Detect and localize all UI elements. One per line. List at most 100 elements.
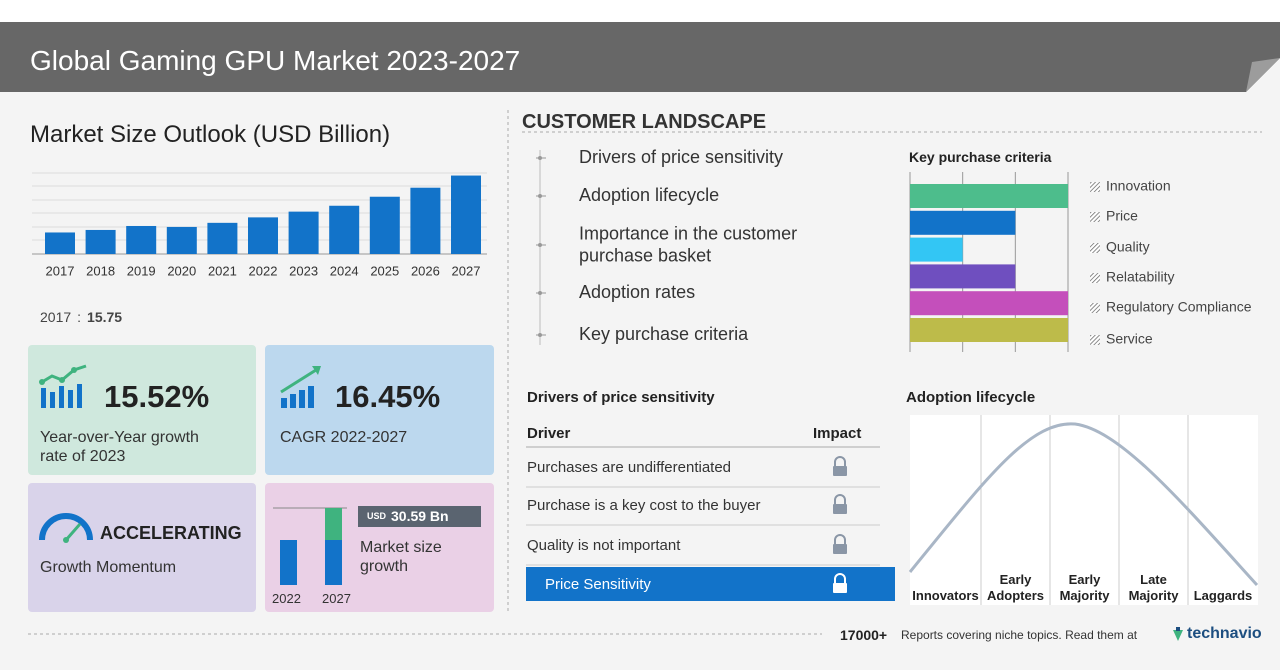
footer-text: Reports covering niche topics. Read them… [901, 628, 1138, 642]
bar [910, 237, 963, 262]
x-tick-label: 2026 [411, 263, 440, 278]
legend-swatch [1090, 303, 1100, 313]
kpi-value: 16.45% [335, 379, 441, 414]
section-title: Adoption lifecycle [906, 389, 1036, 406]
bar [45, 232, 75, 254]
card [265, 345, 494, 475]
chart-title: Market Size Outlook (USD Billion) [30, 121, 391, 148]
legend-swatch [1090, 273, 1100, 283]
x-tick-label: 2024 [330, 263, 359, 278]
stage-label: Innovators [912, 588, 979, 603]
lock-shackle [834, 456, 846, 466]
column-header: Driver [527, 425, 571, 442]
stage-label: Late Majority [1128, 572, 1179, 603]
kpi-label: Growth Momentum [40, 559, 177, 576]
stage-label: Laggards [1193, 588, 1253, 603]
list-item: Adoption lifecycle [579, 185, 720, 206]
legend-label: Innovation [1106, 178, 1171, 194]
table-cell: Purchases are undifferentiated [527, 459, 732, 476]
list-item: Key purchase criteria [579, 324, 749, 345]
list-item: Adoption rates [579, 282, 696, 303]
list-dot [538, 243, 542, 247]
list-dot [538, 194, 542, 198]
top-strip [0, 0, 1280, 22]
lock-body [833, 544, 847, 554]
bar [166, 226, 197, 254]
table-title: Drivers of price sensitivity [527, 389, 715, 406]
list-item: Drivers of price sensitivity [579, 147, 784, 168]
card [28, 345, 256, 475]
bar [126, 225, 157, 254]
x-tick-label: 2017 [46, 263, 75, 278]
mini-chart [273, 507, 347, 585]
currency: USD [367, 511, 387, 521]
list-dot [538, 333, 542, 337]
x-tick-label: 2019 [127, 263, 156, 278]
legend-label: Service [1106, 331, 1153, 347]
bar [207, 222, 238, 254]
bar [248, 217, 278, 254]
legend-swatch [1090, 182, 1100, 192]
cagr-icon [280, 366, 321, 408]
year-value: 15.75 [87, 309, 123, 325]
list-dot [538, 291, 542, 295]
stage-label: Early Adopters [986, 572, 1045, 603]
first-year: 2017:15.75 [40, 309, 122, 326]
legend-swatch [1090, 335, 1100, 345]
kpi-label: Year-over-Year growth rate of 2023 [40, 429, 199, 466]
lock-shackle [834, 494, 846, 504]
section-title: CUSTOMER LANDSCAPE [522, 111, 767, 133]
bar [329, 205, 360, 254]
bar [910, 210, 1016, 235]
stage-label: Early Majority [1059, 572, 1110, 603]
x-tick-label: 2022 [249, 263, 278, 278]
bar [910, 264, 1016, 289]
footer-count: 17000+ [840, 627, 888, 643]
bar [910, 291, 1068, 316]
brand-icon [1173, 627, 1183, 641]
page-title: Global Gaming GPU Market 2023-2027 [30, 45, 521, 76]
list-dot [538, 156, 542, 160]
table-cell: Purchase is a key cost to the buyer [527, 497, 761, 514]
sep: : [77, 309, 82, 325]
list-item: Importance in the customer purchase bask… [579, 223, 798, 265]
kpi-label: Market size growth [360, 539, 442, 576]
x-tick-label: 2020 [167, 263, 196, 278]
value-box [358, 506, 481, 527]
legend-label: Relatability [1106, 269, 1174, 285]
bar [85, 229, 116, 254]
lock-body [833, 583, 847, 593]
x-tick-label: 2027 [452, 263, 481, 278]
legend-label: Regulatory Compliance [1106, 299, 1252, 315]
corner-fold [1246, 58, 1280, 92]
x-tick-label: 2023 [289, 263, 318, 278]
kpi-value: 30.59 Bn [391, 508, 449, 524]
lock-shackle [834, 573, 846, 583]
legend-label: Quality [1106, 239, 1150, 255]
bar [288, 211, 319, 254]
x-tick-label: 2025 [370, 263, 399, 278]
lock-body [833, 466, 847, 476]
lifecycle-box [910, 415, 1258, 605]
bar [910, 184, 1068, 208]
kpi-label: CAGR 2022-2027 [280, 429, 408, 446]
table-cell: Price Sensitivity [545, 576, 651, 593]
growth-icon [39, 364, 87, 408]
x-tick-label: 2021 [208, 263, 237, 278]
bar [369, 196, 400, 254]
header-band [0, 22, 1280, 92]
lock-shackle [834, 534, 846, 544]
bar [910, 318, 1068, 342]
bar [451, 175, 481, 254]
year: 2017 [40, 309, 72, 325]
legend-label: Price [1106, 208, 1138, 224]
column-header: Impact [813, 425, 862, 442]
x-tick-label: 2018 [86, 263, 115, 278]
card [28, 483, 256, 612]
table-cell: Quality is not important [527, 537, 681, 554]
kpi-value: 15.52% [104, 379, 210, 414]
legend-swatch [1090, 243, 1100, 253]
lock-body [833, 504, 847, 514]
